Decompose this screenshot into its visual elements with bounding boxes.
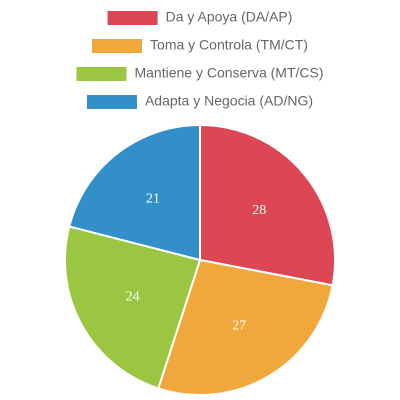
legend-label: Mantiene y Conserva (MT/CS) (134, 65, 323, 81)
data-label: 28 (252, 203, 266, 218)
legend-swatch (86, 95, 137, 109)
pie-slice (199, 123, 336, 287)
legend-swatch (107, 11, 158, 25)
data-label: 24 (126, 289, 140, 304)
pie-slice (64, 225, 202, 390)
legend-label: Da y Apoya (DA/AP) (166, 9, 293, 25)
pie-slice (68, 123, 201, 262)
data-label: 27 (232, 318, 246, 333)
legend-swatch (92, 39, 143, 53)
legend-label: Toma y Controla (TM/CT) (150, 37, 308, 53)
data-label: 21 (146, 191, 160, 206)
legend-swatch (76, 67, 127, 81)
pie-slice (157, 258, 334, 396)
legend-label: Adapta y Negocia (AD/NG) (145, 93, 313, 109)
